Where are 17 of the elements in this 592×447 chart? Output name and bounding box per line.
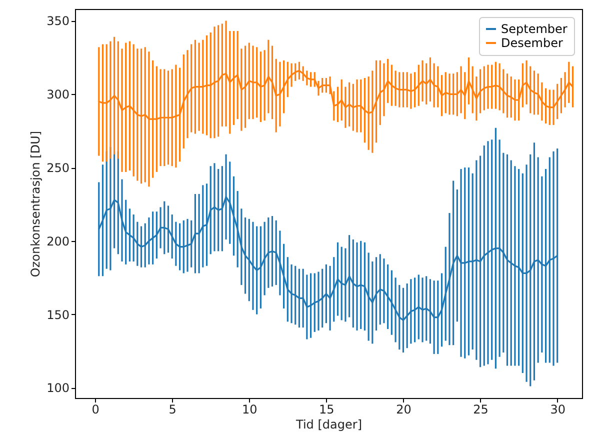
y-tick-label: 350 — [46, 14, 70, 28]
legend-label: September — [501, 22, 568, 36]
x-tick-label: 15 — [319, 402, 334, 416]
y-tick-label: 250 — [46, 161, 70, 176]
y-tick-label: 200 — [46, 234, 70, 248]
x-tick-label: 30 — [550, 402, 566, 416]
y-tick-label: 300 — [46, 88, 70, 102]
x-tick-label: 5 — [168, 402, 176, 416]
x-axis-title: Tid [dager] — [295, 418, 362, 432]
x-tick-label: 10 — [242, 402, 258, 416]
y-axis-title: Ozonkonsentrasjon [DU] — [28, 130, 43, 278]
y-tick-label: 150 — [46, 308, 70, 322]
x-tick-label: 20 — [396, 402, 412, 416]
legend-label: Desember — [501, 36, 563, 50]
x-tick-label: 25 — [473, 402, 488, 416]
y-tick-label: 100 — [46, 381, 70, 396]
x-tick-label: 0 — [92, 402, 100, 416]
